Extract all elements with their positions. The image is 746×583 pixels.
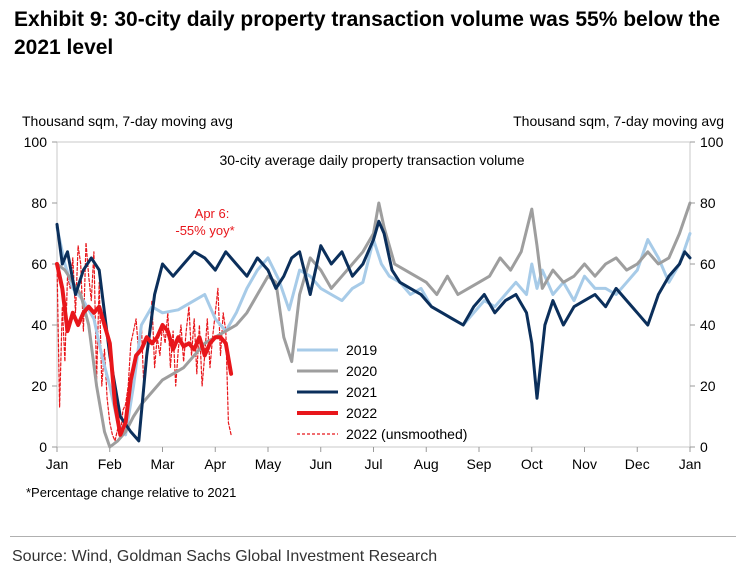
y-tick-label-right: 80 <box>700 195 716 211</box>
y-tick-label-left: 80 <box>31 195 47 211</box>
y-tick-label-left: 60 <box>31 256 47 272</box>
y-tick-label-left: 100 <box>24 134 48 150</box>
legend-label: 2020 <box>346 363 377 379</box>
x-tick-label-jan: Jan <box>679 456 702 472</box>
divider <box>10 536 736 537</box>
legend: 2019 2020 2021 2022 2022 (unsmoothed) <box>297 342 467 442</box>
x-tick-label-feb: Feb <box>98 456 122 472</box>
y-tick-label-right: 20 <box>700 378 716 394</box>
legend-label: 2021 <box>346 384 377 400</box>
y-tick-label-right: 60 <box>700 256 716 272</box>
inner-chart-title: 30-city average daily property transacti… <box>219 152 524 168</box>
y-tick-label-left: 20 <box>31 378 47 394</box>
x-tick-label-sep: Sep <box>467 456 492 472</box>
series-line-2022 <box>55 262 234 437</box>
left-axis-unit-label: Thousand sqm, 7-day moving avg <box>22 113 233 129</box>
x-tick-label-jul: Jul <box>365 456 383 472</box>
y-tick-label-left: 40 <box>31 317 47 333</box>
series-line-2021 <box>55 219 692 443</box>
x-tick-label-dec: Dec <box>625 456 650 472</box>
source-note: Source: Wind, Goldman Sachs Global Inves… <box>12 548 438 565</box>
x-tick-label-jun: Jun <box>309 456 332 472</box>
x-tick-label-nov: Nov <box>572 456 597 472</box>
annotation-line-1: Apr 6: <box>195 206 230 221</box>
y-tick-label-left: 0 <box>39 439 47 455</box>
x-tick-label-jan: Jan <box>46 456 69 472</box>
x-tick-label-apr: Apr <box>204 456 226 472</box>
y-tick-label-right: 40 <box>700 317 716 333</box>
legend-label: 2019 <box>346 342 377 358</box>
annotation-line-2: -55% yoy* <box>175 223 234 238</box>
x-tick-label-aug: Aug <box>414 456 439 472</box>
x-tick-label-may: May <box>255 456 281 472</box>
chart-title-heading: Exhibit 9: 30-city daily property transa… <box>14 8 721 59</box>
y-tick-label-right: 100 <box>700 134 724 150</box>
right-axis-unit-label: Thousand sqm, 7-day moving avg <box>513 113 724 129</box>
x-tick-label-oct: Oct <box>521 456 543 472</box>
x-tick-label-mar: Mar <box>150 456 174 472</box>
legend-label: 2022 <box>346 405 377 421</box>
legend-label: 2022 (unsmoothed) <box>346 426 467 442</box>
footnote: *Percentage change relative to 2021 <box>26 485 237 500</box>
series-line-2019 <box>55 225 692 437</box>
y-tick-label-right: 0 <box>700 439 708 455</box>
